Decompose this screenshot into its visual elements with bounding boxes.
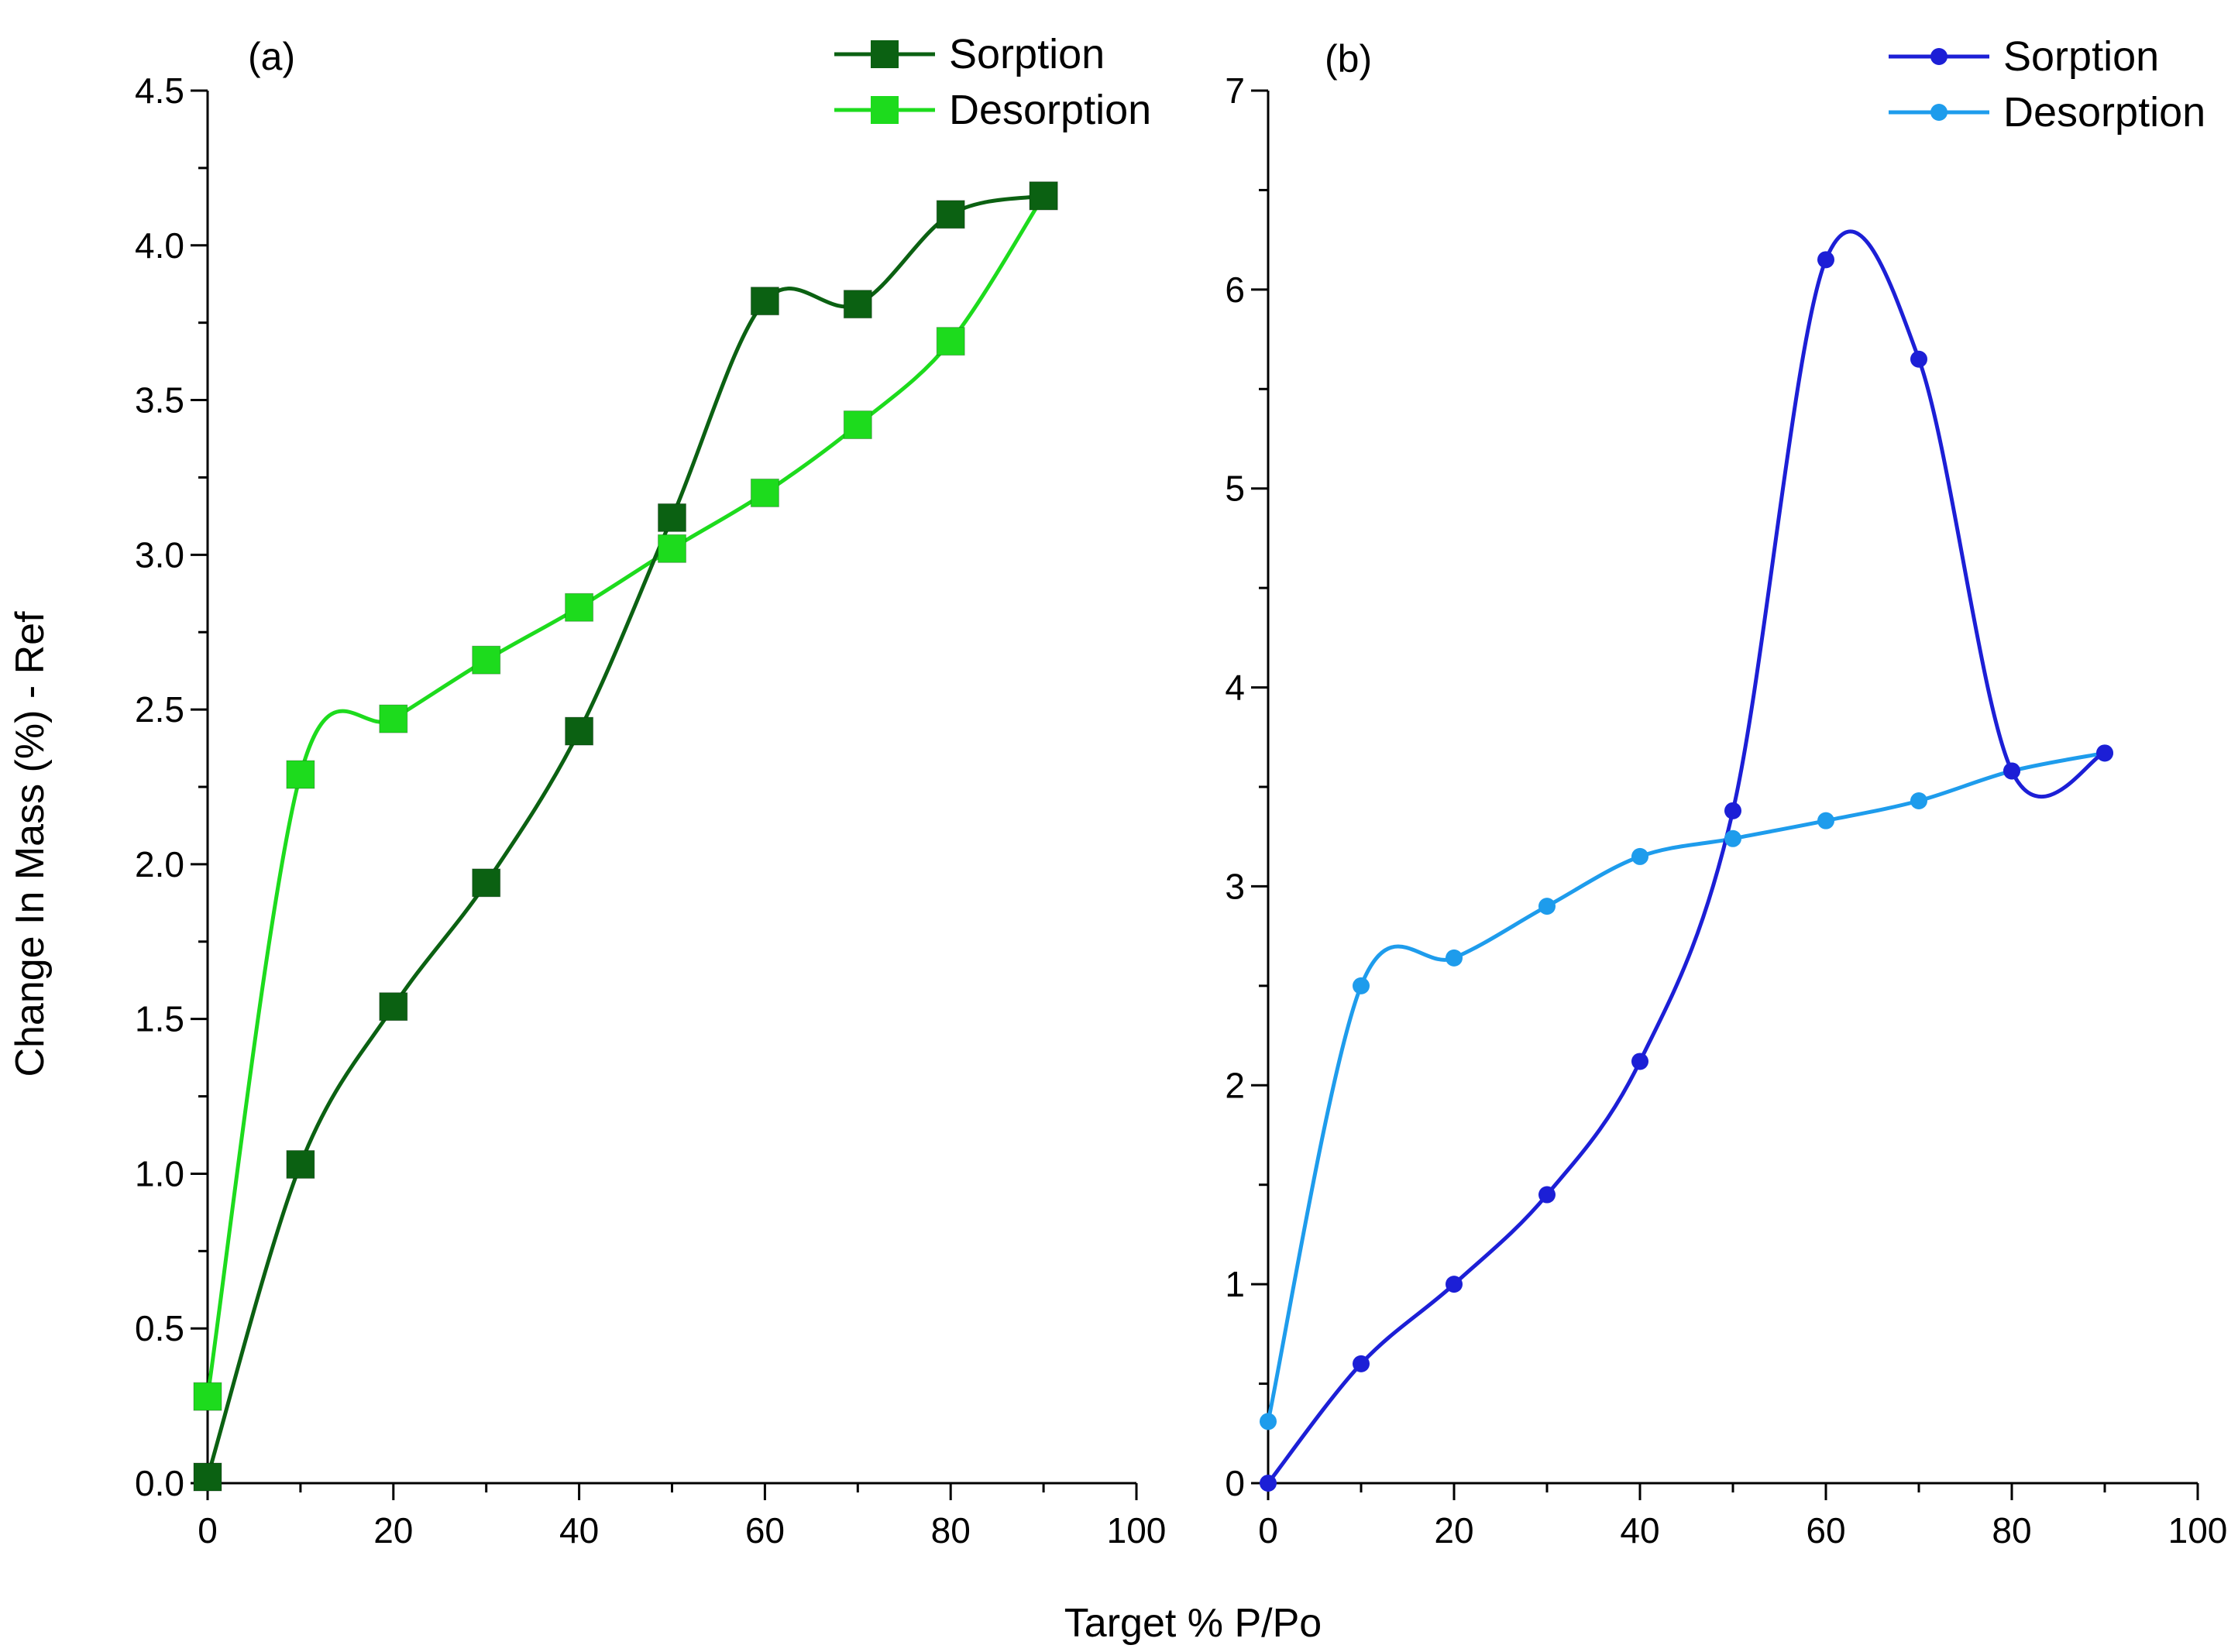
x-tick-label: 60 xyxy=(745,1510,785,1551)
data-point-desorption xyxy=(565,592,594,622)
data-point-desorption xyxy=(1353,977,1370,994)
y-tick-label: 3.0 xyxy=(135,534,184,575)
data-point-sorption xyxy=(1446,1276,1463,1293)
legend-label-sorption: Sorption xyxy=(949,31,1105,77)
legend-marker xyxy=(871,96,899,124)
x-tick-label: 80 xyxy=(1992,1510,2031,1551)
series-line-sorption-b xyxy=(1267,229,2106,1485)
panel-label-a: (a) xyxy=(248,35,295,78)
y-tick-label: 2 xyxy=(1225,1065,1245,1105)
data-point-desorption xyxy=(936,327,965,356)
data-point-sorption xyxy=(286,1149,315,1179)
data-point-sorption xyxy=(1260,1475,1277,1492)
data-point-desorption xyxy=(193,1382,222,1411)
x-tick-label: 20 xyxy=(1434,1510,1473,1551)
y-tick-label: 1 xyxy=(1225,1264,1245,1304)
x-tick-label: 100 xyxy=(1107,1510,1167,1551)
series-line-sorption-a xyxy=(205,194,1044,1478)
y-tick-label: 5 xyxy=(1225,469,1245,509)
legend-marker xyxy=(871,40,899,68)
panel-a-chart: 0 20 40 60 80 100 0.0 0.5 1.0 1.5 2.0 2.5 3.0 3.5 4.0 4… xyxy=(135,31,1166,1551)
legend-label-desorption: Desorption xyxy=(2003,89,2205,136)
y-tick-label: 0.5 xyxy=(135,1308,184,1348)
x-tick-label: 80 xyxy=(931,1510,971,1551)
data-point-sorption xyxy=(379,992,408,1022)
data-point-desorption xyxy=(1631,847,1648,865)
data-point-sorption xyxy=(2096,744,2113,762)
y-tick-label: 2.5 xyxy=(135,689,184,730)
x-tick-label: 0 xyxy=(198,1510,218,1551)
data-point-desorption xyxy=(379,704,408,733)
x-tick-label: 100 xyxy=(2168,1510,2228,1551)
data-point-desorption xyxy=(658,534,686,563)
data-point-desorption xyxy=(1724,829,1741,847)
data-point-sorption xyxy=(1353,1355,1370,1372)
data-point-sorption xyxy=(565,716,594,746)
panel-label-b: (b) xyxy=(1325,37,1372,81)
legend-marker xyxy=(1930,104,1948,121)
data-point-sorption xyxy=(658,503,686,532)
data-point-desorption xyxy=(1538,898,1556,915)
y-tick-label: 3.5 xyxy=(135,380,184,421)
data-point-sorption xyxy=(193,1462,222,1492)
y-tick-label: 6 xyxy=(1225,270,1245,310)
data-point-desorption xyxy=(750,478,779,507)
y-tick-label: 4.5 xyxy=(135,70,184,111)
y-tick-label: 2.0 xyxy=(135,844,184,884)
legend-marker xyxy=(1930,48,1948,65)
data-point-sorption xyxy=(843,290,872,319)
data-point-sorption xyxy=(2003,762,2020,780)
y-tick-label: 4.0 xyxy=(135,225,184,266)
y-tick-label: 0 xyxy=(1225,1463,1245,1503)
x-tick-label: 60 xyxy=(1806,1510,1845,1551)
data-point-sorption xyxy=(1910,350,1927,368)
data-point-sorption xyxy=(750,287,779,316)
y-tick-label: 4 xyxy=(1225,668,1245,708)
data-point-desorption xyxy=(472,645,501,675)
legend-label-desorption: Desorption xyxy=(949,87,1151,133)
data-point-sorption xyxy=(1538,1186,1556,1204)
legend-label-sorption: Sorption xyxy=(2003,33,2159,80)
data-point-sorption xyxy=(472,868,501,898)
data-point-desorption xyxy=(1260,1413,1277,1430)
series-line-desorption-b xyxy=(1266,750,2106,1422)
data-point-desorption xyxy=(286,760,315,789)
x-tick-label: 40 xyxy=(559,1510,599,1551)
x-tick-label: 0 xyxy=(1258,1510,1278,1551)
data-point-sorption xyxy=(1817,251,1834,269)
data-point-sorption xyxy=(1631,1053,1648,1070)
series-line-desorption-a xyxy=(205,194,1046,1397)
panel-b-chart: 0 20 40 60 80 100 0 1 2 3 4 5 6 7 (b) Sorption Desorptio… xyxy=(1225,33,2227,1551)
y-tick-label: 0.0 xyxy=(135,1463,184,1503)
y-tick-label: 1.5 xyxy=(135,999,184,1039)
data-point-sorption xyxy=(936,200,965,229)
x-tick-label: 40 xyxy=(1620,1510,1659,1551)
data-point-desorption xyxy=(843,410,872,440)
data-point-desorption xyxy=(1910,792,1927,809)
y-tick-label: 3 xyxy=(1225,866,1245,906)
y-axis-title: Change In Mass (%) - Ref xyxy=(8,611,53,1077)
x-axis-title: Target % P/Po xyxy=(1064,1601,1322,1646)
x-tick-label: 20 xyxy=(373,1510,413,1551)
data-point-sorption xyxy=(1724,802,1741,819)
data-point-desorption xyxy=(1817,812,1834,829)
data-point-sorption xyxy=(1029,181,1058,211)
y-tick-label: 7 xyxy=(1225,70,1245,111)
data-point-desorption xyxy=(1446,949,1463,967)
y-tick-label: 1.0 xyxy=(135,1153,184,1193)
